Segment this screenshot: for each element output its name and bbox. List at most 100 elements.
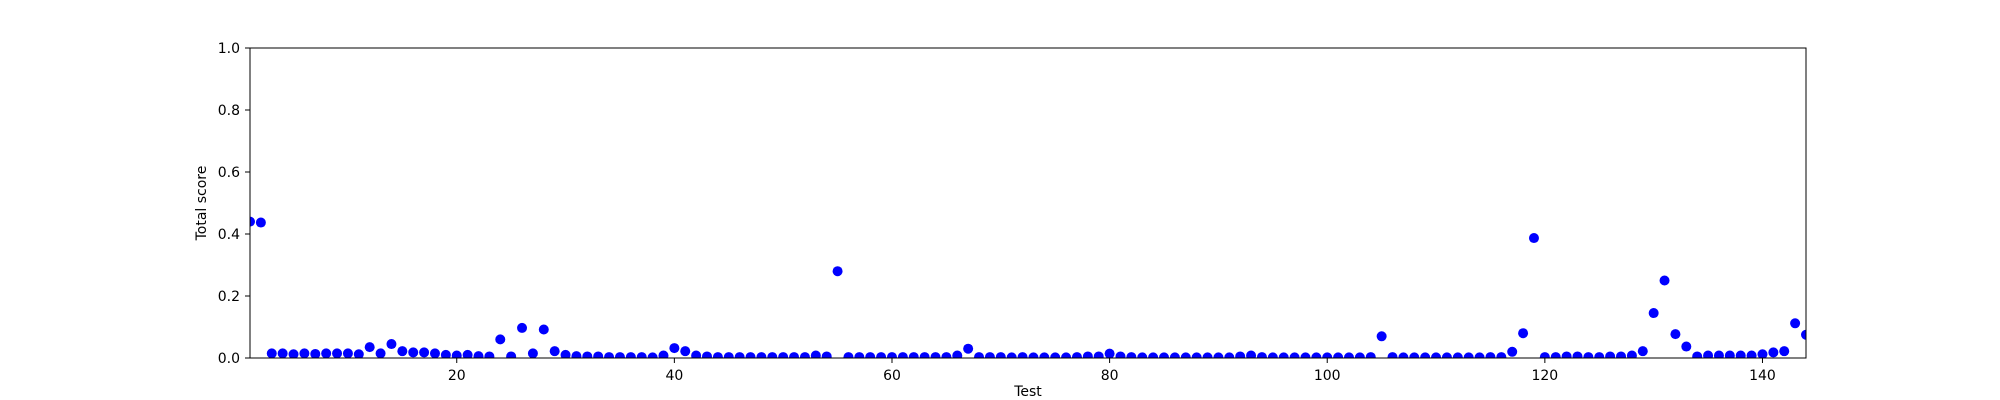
data-point: [1801, 329, 1806, 340]
data-point: [1333, 352, 1344, 358]
data-point: [429, 348, 440, 358]
data-point: [604, 352, 615, 358]
x-tick-label: 140: [1749, 368, 1776, 384]
data-point: [789, 352, 800, 358]
data-point: [375, 348, 386, 358]
data-point: [1300, 352, 1311, 358]
data-point: [1311, 352, 1322, 358]
y-tick-label: 0.4: [218, 227, 240, 243]
data-point: [1452, 352, 1463, 358]
data-point: [897, 352, 908, 358]
data-point: [538, 324, 549, 335]
data-point: [941, 352, 952, 358]
data-point: [799, 352, 810, 358]
data-point: [517, 322, 528, 333]
data-point: [1474, 352, 1485, 358]
y-tick-label: 1.0: [218, 41, 240, 57]
x-tick-label: 120: [1531, 368, 1558, 384]
data-point: [1050, 352, 1061, 358]
data-point: [832, 266, 843, 277]
data-point: [1006, 352, 1017, 358]
data-point: [625, 352, 636, 358]
data-point: [1387, 352, 1398, 358]
data-point: [1017, 352, 1028, 358]
data-point: [1605, 351, 1616, 358]
data-point: [984, 352, 995, 358]
x-axis-ticks: 20 40 60 80 100 120 140: [448, 358, 1776, 384]
data-point: [952, 350, 963, 358]
y-axis-label: Total score: [194, 166, 210, 242]
y-tick-label: 0.0: [218, 351, 240, 367]
data-point: [1507, 346, 1518, 357]
data-point: [1246, 350, 1257, 358]
y-tick-label: 0.8: [218, 103, 240, 119]
data-point: [1779, 346, 1790, 357]
data-point: [865, 352, 876, 358]
data-point: [1746, 350, 1757, 358]
data-point: [1757, 349, 1768, 358]
data-point: [527, 348, 538, 358]
data-point: [1626, 350, 1637, 358]
data-point: [1289, 352, 1300, 358]
data-point: [712, 352, 723, 358]
data-point: [560, 349, 571, 358]
plot-frame: [249, 47, 1807, 359]
data-point: [1496, 352, 1507, 358]
data-point: [1365, 352, 1376, 358]
data-point: [1485, 352, 1496, 358]
data-point: [886, 352, 897, 358]
data-point: [332, 348, 343, 358]
data-point: [419, 347, 430, 358]
data-point: [614, 352, 625, 358]
data-point: [1637, 346, 1648, 357]
data-point: [1126, 352, 1137, 358]
x-tick-label: 20: [448, 368, 466, 384]
data-point: [1724, 350, 1735, 358]
data-point: [1028, 352, 1039, 358]
data-point: [1648, 308, 1659, 319]
data-points: [250, 216, 1806, 358]
data-point: [1594, 352, 1605, 358]
data-point: [876, 352, 887, 358]
data-point: [549, 346, 560, 357]
data-point: [963, 343, 974, 354]
data-point: [1082, 351, 1093, 358]
data-point: [1115, 351, 1126, 358]
data-point: [636, 352, 647, 358]
data-point: [843, 352, 854, 358]
data-point: [255, 217, 266, 228]
data-point: [342, 348, 353, 358]
x-tick-label: 60: [883, 368, 901, 384]
data-point: [1278, 352, 1289, 358]
data-point: [571, 351, 582, 358]
data-point: [680, 346, 691, 357]
data-point: [1420, 352, 1431, 358]
data-point: [408, 347, 419, 358]
data-point: [1583, 352, 1594, 358]
data-point: [1039, 352, 1050, 358]
data-point: [1790, 318, 1801, 329]
data-point: [440, 349, 451, 358]
data-point: [506, 351, 517, 358]
data-point: [1550, 352, 1561, 358]
data-point: [1354, 352, 1365, 358]
data-point: [277, 348, 288, 358]
data-point: [1572, 351, 1583, 358]
data-point: [1213, 352, 1224, 358]
data-point: [1616, 351, 1627, 358]
x-tick-label: 40: [665, 368, 683, 384]
data-point: [658, 350, 669, 358]
data-point: [995, 352, 1006, 358]
data-point: [821, 351, 832, 358]
data-point: [593, 351, 604, 358]
data-point: [1659, 275, 1670, 286]
data-point: [1235, 351, 1246, 358]
data-point: [353, 349, 364, 358]
data-point: [756, 352, 767, 358]
data-point: [386, 339, 397, 350]
data-point: [1343, 352, 1354, 358]
data-point: [930, 352, 941, 358]
data-point: [1061, 352, 1072, 358]
data-point: [310, 348, 321, 358]
